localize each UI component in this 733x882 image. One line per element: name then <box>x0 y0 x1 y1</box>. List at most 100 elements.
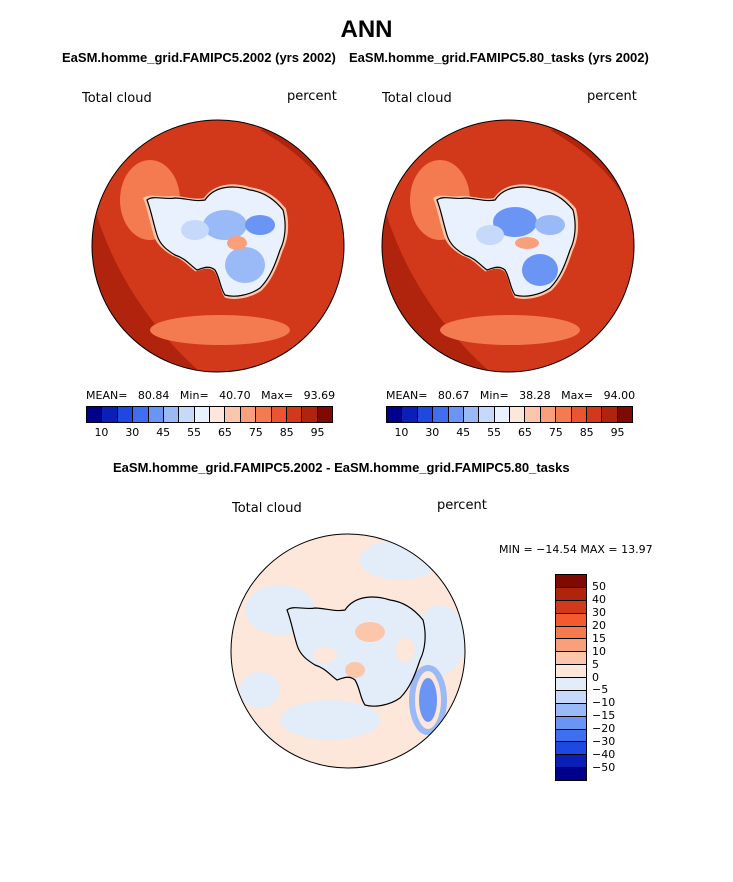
colorbar-swatch <box>302 407 318 422</box>
diff-colorbar-swatch <box>556 639 586 653</box>
diff-colorbar-swatch <box>556 613 586 627</box>
diff-colorbar-label: 10 <box>592 644 606 658</box>
diff-colorbar-swatch <box>556 703 586 717</box>
diff-colorbar-swatch <box>556 575 586 588</box>
diff-colorbar-label: −40 <box>592 748 616 762</box>
panel-1-max-value: 93.69 <box>303 389 336 402</box>
colorbar-swatch <box>617 407 632 422</box>
colorbar-tick-label: 95 <box>610 426 625 439</box>
panel-1-units-label: percent <box>287 89 337 104</box>
diff-colorbar-swatch <box>556 678 586 691</box>
colorbar-swatch <box>494 407 510 422</box>
colorbar-swatch <box>256 407 272 422</box>
panel-2-max-value: 94.00 <box>603 389 636 402</box>
colorbar-swatch <box>402 407 418 422</box>
diff-colorbar-swatch <box>556 626 586 640</box>
diff-colorbar-swatch <box>556 665 586 678</box>
colorbar-tick-label: 95 <box>310 426 325 439</box>
colorbar-tick-label: 10 <box>94 426 109 439</box>
colorbar-swatch <box>271 407 287 422</box>
panel-1-stats: MEAN= 80.84 Min= 40.70 Max= 93.69 <box>86 389 335 402</box>
panel-2-stats: MEAN= 80.67 Min= 38.28 Max= 94.00 <box>386 389 635 402</box>
panel-2-min-label: Min= <box>479 389 509 402</box>
colorbar-tick-label: 75 <box>248 426 263 439</box>
colorbar-swatch <box>102 407 118 422</box>
colorbar-swatch <box>87 407 103 422</box>
diff-colorbar-swatch <box>556 652 586 666</box>
colorbar-swatch <box>479 407 495 422</box>
map-panel-1 <box>91 119 345 373</box>
diff-colorbar-label: −30 <box>592 735 616 749</box>
panel-2-mean-value: 80.67 <box>437 389 470 402</box>
colorbar-swatch <box>540 407 557 422</box>
diff-variable-label: Total cloud <box>232 501 302 516</box>
diff-colorbar-label: 0 <box>592 670 599 684</box>
diff-colorbar-label: −5 <box>592 683 609 697</box>
colorbar-swatch <box>210 407 226 422</box>
colorbar-swatch <box>179 407 195 422</box>
colorbar-tick-label: 75 <box>548 426 563 439</box>
colorbar-swatch <box>525 407 541 422</box>
diff-subtitle: EaSM.homme_grid.FAMIPC5.2002 - EaSM.homm… <box>113 460 570 475</box>
diff-colorbar-labels: 50 40 30 20 15 10 5 0 −5 −10 −15 −20 −30 −40 −50 <box>592 574 632 781</box>
colorbar-tick-label: 30 <box>425 426 440 439</box>
panel-2-min-value: 38.28 <box>519 389 551 402</box>
diff-colorbar-swatch <box>556 768 586 780</box>
panel-2-subtitle: EaSM.homme_grid.FAMIPC5.80_tasks (yrs 20… <box>349 50 649 65</box>
diff-colorbar-label: −50 <box>592 761 616 775</box>
diff-colorbar-swatch <box>556 729 586 743</box>
colorbar-tick-label: 45 <box>456 426 471 439</box>
diff-colorbar-swatch <box>556 600 586 614</box>
colorbar-swatch <box>133 407 149 422</box>
panel-1-colorbar-ticks: 10 30 45 55 65 75 85 95 <box>86 426 333 440</box>
panel-1-subtitle: EaSM.homme_grid.FAMIPC5.2002 (yrs 2002) <box>62 50 336 65</box>
colorbar-swatch <box>286 407 303 422</box>
panel-1-variable-label: Total cloud <box>82 91 152 106</box>
colorbar-swatch <box>448 407 464 422</box>
panel-1-mean-label: MEAN= <box>86 389 128 402</box>
panel-1-colorbar <box>86 406 333 423</box>
panel-2-variable-label: Total cloud <box>382 91 452 106</box>
colorbar-swatch <box>225 407 241 422</box>
colorbar-swatch <box>463 407 480 422</box>
colorbar-swatch <box>586 407 603 422</box>
diff-colorbar-swatch <box>556 755 586 769</box>
panel-2-max-label: Max= <box>561 389 594 402</box>
colorbar-tick-label: 30 <box>125 426 140 439</box>
colorbar-swatch <box>602 407 618 422</box>
colorbar-swatch <box>510 407 526 422</box>
panel-2-units-label: percent <box>587 89 637 104</box>
map-panel-2 <box>381 119 635 373</box>
colorbar-tick-label: 55 <box>187 426 202 439</box>
diff-colorbar-label: 50 <box>592 579 606 593</box>
panel-1-min-value: 40.70 <box>219 389 251 402</box>
colorbar-tick-label: 55 <box>487 426 502 439</box>
diff-colorbar-label: 20 <box>592 618 606 632</box>
diff-colorbar-swatch <box>556 587 586 601</box>
diff-colorbar-label: −20 <box>592 722 616 736</box>
diff-colorbar-swatch <box>556 716 586 730</box>
panel-1-mean-value: 80.84 <box>137 389 170 402</box>
diff-colorbar-label: 15 <box>592 631 606 645</box>
colorbar-swatch <box>433 407 449 422</box>
colorbar-tick-label: 10 <box>394 426 409 439</box>
diff-colorbar-label: −10 <box>592 696 616 710</box>
colorbar-swatch <box>571 407 587 422</box>
colorbar-swatch <box>194 407 210 422</box>
diff-colorbar-label: 40 <box>592 592 606 606</box>
panel-2-colorbar <box>386 406 633 423</box>
diff-colorbar-label: 5 <box>592 657 599 671</box>
diff-minmax: MIN = −14.54 MAX = 13.97 <box>499 543 653 556</box>
colorbar-tick-label: 85 <box>279 426 294 439</box>
colorbar-swatch <box>387 407 403 422</box>
colorbar-tick-label: 65 <box>217 426 232 439</box>
diff-colorbar-label: 30 <box>592 605 606 619</box>
panel-2-mean-label: MEAN= <box>386 389 428 402</box>
colorbar-swatch <box>417 407 434 422</box>
colorbar-swatch <box>117 407 134 422</box>
colorbar-tick-label: 45 <box>156 426 171 439</box>
panel-1-max-label: Max= <box>261 389 294 402</box>
colorbar-swatch <box>148 407 164 422</box>
page-title: ANN <box>340 16 393 43</box>
